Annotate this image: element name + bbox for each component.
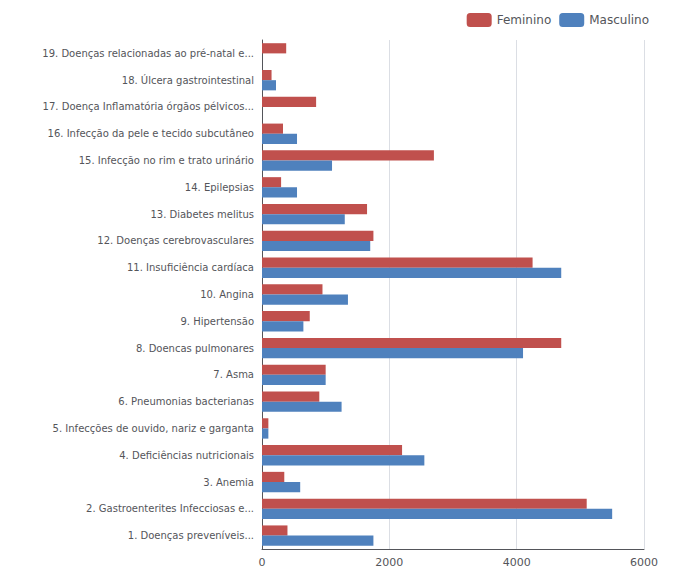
svg-text:18. Úlcera gastrointestinal: 18. Úlcera gastrointestinal xyxy=(122,74,254,86)
svg-text:16. Infecção da pele e tecido: 16. Infecção da pele e tecido subcutâneo xyxy=(48,128,254,139)
svg-text:Masculino: Masculino xyxy=(589,13,649,27)
svg-text:14. Epilepsias: 14. Epilepsias xyxy=(185,182,254,193)
svg-text:8. Doencas pulmonares: 8. Doencas pulmonares xyxy=(136,343,254,354)
svg-text:15. Infecção no rim e trato ur: 15. Infecção no rim e trato urinário xyxy=(79,155,254,166)
svg-text:5. Infecções de ouvido, nariz: 5. Infecções de ouvido, nariz e garganta xyxy=(53,423,254,434)
svg-text:9. Hipertensão: 9. Hipertensão xyxy=(181,316,255,327)
svg-text:0: 0 xyxy=(259,556,266,569)
svg-text:11. Insuficiência cardíaca: 11. Insuficiência cardíaca xyxy=(127,262,254,273)
svg-text:6000: 6000 xyxy=(630,556,658,569)
svg-text:2. Gastroenterites Infecciosas: 2. Gastroenterites Infecciosas e... xyxy=(86,503,254,514)
svg-text:7. Asma: 7. Asma xyxy=(213,369,254,380)
svg-text:17. Doença Inflamatória órgãos: 17. Doença Inflamatória órgãos pélvicos.… xyxy=(43,101,254,112)
svg-text:Feminino: Feminino xyxy=(497,13,552,27)
svg-text:12. Doenças cerebrovasculares: 12. Doenças cerebrovasculares xyxy=(97,235,254,246)
svg-text:13. Diabetes melitus: 13. Diabetes melitus xyxy=(150,209,254,220)
svg-text:2000: 2000 xyxy=(375,556,403,569)
svg-text:4000: 4000 xyxy=(503,556,531,569)
svg-text:1. Doenças preveníveis...: 1. Doenças preveníveis... xyxy=(128,530,254,541)
svg-text:4. Deficiências nutricionais: 4. Deficiências nutricionais xyxy=(119,450,254,461)
svg-text:3. Anemia: 3. Anemia xyxy=(203,477,254,488)
svg-text:6. Pneumonias bacterianas: 6. Pneumonias bacterianas xyxy=(118,396,254,407)
svg-text:10. Angina: 10. Angina xyxy=(200,289,254,300)
svg-text:19. Doenças relacionadas ao pr: 19. Doenças relacionadas ao pré-natal e.… xyxy=(42,48,254,59)
